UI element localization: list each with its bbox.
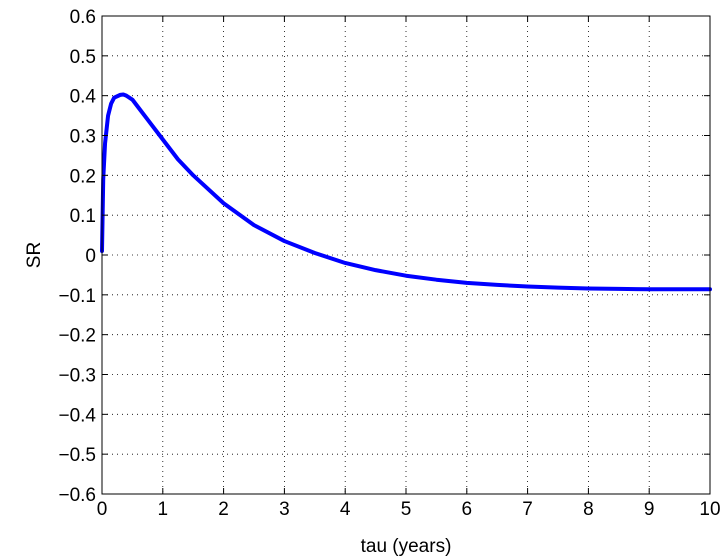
y-tick-label: −0.1	[58, 286, 96, 307]
x-tick-label: 5	[401, 499, 412, 520]
y-tick-label: 0	[85, 246, 96, 267]
y-tick-label: 0.1	[70, 206, 96, 227]
x-tick-label: 7	[522, 499, 533, 520]
x-tick-label: 8	[583, 499, 594, 520]
axis-ticks	[101, 15, 711, 495]
y-tick-label: 0.6	[70, 7, 96, 28]
y-tick-label: 0.3	[70, 127, 96, 148]
y-tick-label: 0.4	[70, 87, 97, 108]
x-tick-label: 10	[699, 499, 720, 520]
x-tick-label: 6	[462, 499, 473, 520]
y-tick-label: −0.2	[58, 326, 96, 347]
y-axis-title: SR	[24, 242, 45, 268]
series-line-sr	[100, 92, 712, 292]
tick-labels: 0 1 2 3 4 5 6 7 8 9 10 0.6 0.5 0.4 0.3 0.2 0.1 0 −0.1 −0.2 −…	[58, 7, 720, 520]
x-tick-label: 4	[340, 499, 351, 520]
y-tick-label: 0.5	[70, 47, 96, 68]
y-tick-label: −0.5	[58, 445, 96, 466]
x-axis-title: tau (years)	[361, 536, 452, 556]
x-tick-label: 1	[158, 499, 169, 520]
series-lines	[100, 92, 712, 292]
y-tick-label: −0.4	[58, 405, 96, 426]
y-tick-label: −0.3	[58, 366, 96, 387]
y-tick-label: −0.6	[58, 485, 96, 506]
x-tick-label: 9	[644, 499, 655, 520]
x-tick-label: 2	[218, 499, 229, 520]
x-tick-label: 3	[279, 499, 290, 520]
x-tick-label: 0	[97, 499, 108, 520]
y-tick-label: 0.2	[70, 166, 96, 187]
